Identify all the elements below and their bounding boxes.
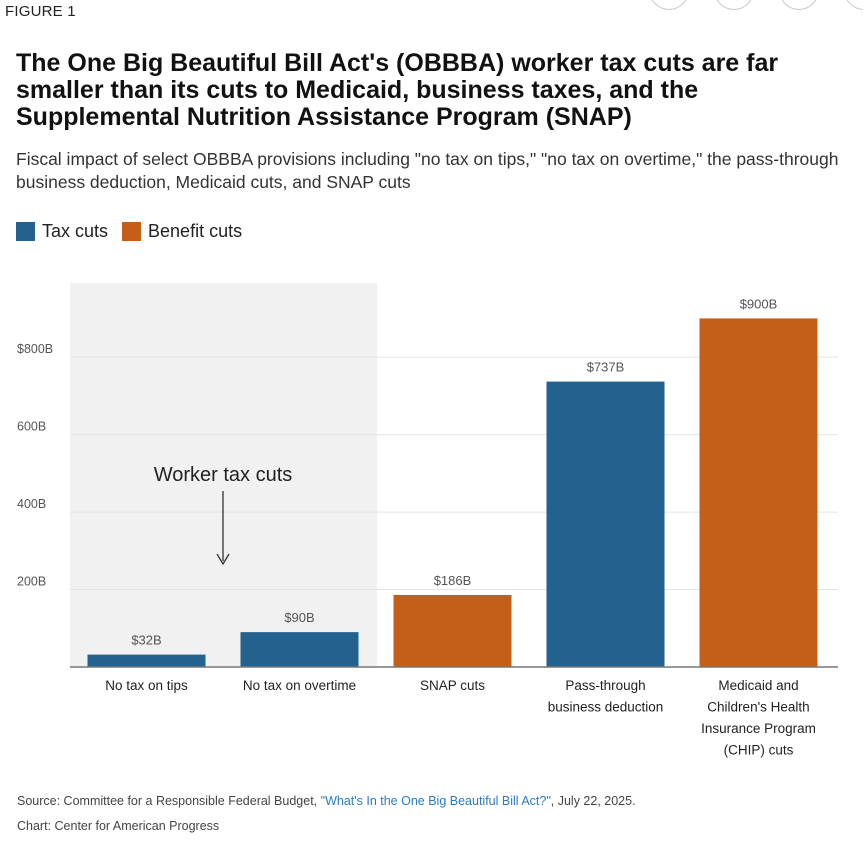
annotation-arrow-head-icon <box>216 553 230 566</box>
source-suffix: , July 22, 2025. <box>550 794 636 808</box>
bar-value-label: $32B <box>131 633 161 648</box>
legend-label-tax-cuts: Tax cuts <box>42 221 109 241</box>
source-prefix: Source: Committee for a Responsible Fede… <box>17 794 321 808</box>
toolbar-circles <box>603 0 863 10</box>
legend-swatch-tax-cuts <box>16 222 35 241</box>
source-note: Source: Committee for a Responsible Fede… <box>17 794 636 808</box>
chart-subtitle: Fiscal impact of select OBBBA provisions… <box>16 149 839 192</box>
bar-value-label: $90B <box>284 610 314 625</box>
bar-value-label: $737B <box>587 360 625 375</box>
chart-credit: Chart: Center for American Progress <box>17 819 220 833</box>
bar[interactable] <box>240 632 359 667</box>
y-tick-label: 400B <box>17 497 46 511</box>
y-tick-label: 600B <box>17 420 46 434</box>
figure-label: FIGURE 1 <box>5 3 76 20</box>
bar[interactable] <box>87 654 206 667</box>
legend-label-benefit-cuts: Benefit cuts <box>148 221 243 241</box>
legend-swatch-benefit-cuts <box>122 222 142 241</box>
x-tick-label: Medicaid and <box>718 678 798 693</box>
annotation-worker-tax-cuts: Worker tax cuts <box>154 464 293 486</box>
legend-item-benefit-cuts: Benefit cuts <box>122 221 242 242</box>
chart-legend: Tax cuts Benefit cuts <box>16 221 256 242</box>
y-tick-label: 200B <box>17 575 46 589</box>
x-tick-label: business deduction <box>548 700 664 715</box>
x-tick-label: No tax on tips <box>105 678 188 693</box>
x-tick-label: Pass-through <box>565 678 645 693</box>
bar[interactable] <box>699 318 818 667</box>
bar[interactable] <box>546 381 665 667</box>
bar[interactable] <box>393 594 512 667</box>
x-tick-label: No tax on overtime <box>243 678 356 693</box>
chart-title: The One Big Beautiful Bill Act's (OBBBA)… <box>16 49 779 131</box>
x-tick-label: (CHIP) cuts <box>724 743 794 758</box>
highlight-band-worker-tax-cuts <box>70 283 377 667</box>
x-tick-label: Children's Health <box>707 700 809 715</box>
y-tick-label: $800B <box>17 342 53 356</box>
x-tick-label: SNAP cuts <box>420 678 485 693</box>
bar-value-label: $900B <box>740 296 778 311</box>
source-link[interactable]: "What's In the One Big Beautiful Bill Ac… <box>320 794 551 808</box>
bar-value-label: $186B <box>434 573 472 588</box>
legend-item-tax-cuts: Tax cuts <box>16 221 108 242</box>
x-tick-label: Insurance Program <box>701 721 816 736</box>
